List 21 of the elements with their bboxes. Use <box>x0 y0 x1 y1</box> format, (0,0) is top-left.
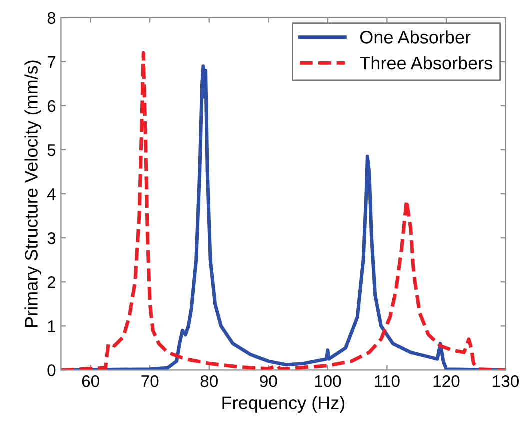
x-tick-label: 80 <box>200 376 218 388</box>
y-tick-label: 8 <box>48 12 56 24</box>
x-tick-label: 90 <box>260 376 278 388</box>
y-tick-label: 2 <box>48 276 56 288</box>
y-tick-label: 5 <box>48 144 56 156</box>
x-tick-label: 120 <box>434 376 460 388</box>
x-axis-title: Frequency (Hz) <box>222 396 345 413</box>
y-tick-label: 3 <box>48 232 56 244</box>
y-tick-label: 0 <box>48 364 56 376</box>
y-axis-title: Primary Structure Velocity (mm/s) <box>24 60 42 328</box>
y-tick-label: 6 <box>48 100 56 112</box>
legend-label: Three Absorbers <box>360 56 492 70</box>
x-tick-label: 110 <box>375 376 400 388</box>
y-tick-label: 4 <box>47 188 56 200</box>
x-tick-label: 130 <box>493 376 519 388</box>
x-tick-label: 100 <box>315 376 342 388</box>
legend-label: One Absorber <box>360 30 471 44</box>
y-tick-label: 7 <box>48 56 56 68</box>
x-tick-label: 60 <box>82 376 100 388</box>
x-tick-label: 70 <box>142 376 159 388</box>
y-tick-label: 1 <box>48 320 56 332</box>
